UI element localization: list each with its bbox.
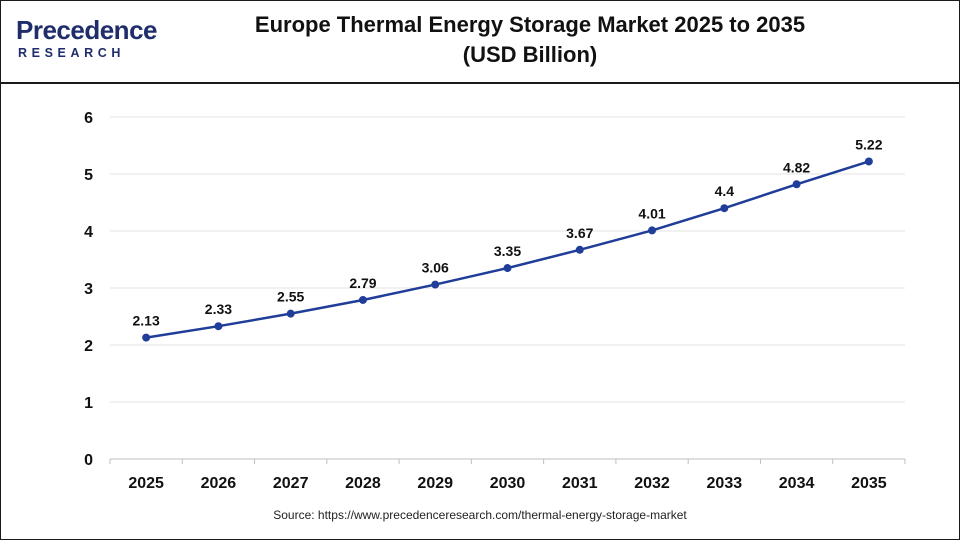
data-point <box>503 264 512 273</box>
logo-wordmark: Precedence <box>16 15 157 45</box>
data-label: 2.55 <box>277 289 304 305</box>
x-tick-label: 2032 <box>634 475 670 492</box>
data-label: 2.33 <box>205 301 232 317</box>
x-tick-label: 2030 <box>490 475 526 492</box>
header-divider <box>0 82 960 84</box>
data-point <box>575 245 584 254</box>
x-tick-label: 2026 <box>201 475 237 492</box>
x-tick-label: 2031 <box>562 475 598 492</box>
data-label: 3.35 <box>494 243 521 259</box>
data-label-layer: 2.13 2.33 2.55 2.79 3.06 3.35 3.67 4.01 4.4 4.82 5… <box>133 136 883 328</box>
x-tick-label: 2027 <box>273 475 309 492</box>
series-layer <box>142 157 873 342</box>
data-point <box>792 180 801 189</box>
y-tick-label: 5 <box>84 167 93 184</box>
x-tick-label: 2025 <box>128 475 164 492</box>
grid-layer <box>110 116 905 403</box>
data-point <box>720 204 729 213</box>
data-label: 2.13 <box>133 313 160 329</box>
logo-tagline: RESEARCH <box>18 46 125 60</box>
x-tick-label: 2035 <box>851 475 887 492</box>
chart-title-line-2: (USD Billion) <box>462 42 598 67</box>
data-point <box>648 226 657 235</box>
y-tick-label: 2 <box>84 338 93 355</box>
y-tick-label: 4 <box>84 224 93 241</box>
y-tick-label: 1 <box>84 395 93 412</box>
axis-layer: 0 1 2 3 4 5 6 2025 2026 2027 2028 2029 2030 2031 2032 2… <box>84 110 906 492</box>
line-chart: 0 1 2 3 4 5 6 2025 2026 2027 2028 2029 2030 2031 2032 2… <box>84 110 906 492</box>
x-tick-label: 2028 <box>345 475 381 492</box>
data-point <box>214 322 223 331</box>
y-tick-label: 3 <box>84 281 93 298</box>
data-label: 4.4 <box>715 183 735 199</box>
data-label: 3.67 <box>566 225 593 241</box>
data-point <box>864 157 873 166</box>
y-tick-label: 6 <box>84 110 93 127</box>
data-label: 3.06 <box>422 260 449 276</box>
data-point <box>358 295 367 304</box>
data-label: 4.01 <box>638 205 665 221</box>
x-tick-label: 2029 <box>417 475 453 492</box>
data-label: 2.79 <box>349 275 376 291</box>
data-point <box>286 309 295 318</box>
x-tick-label: 2034 <box>779 475 815 492</box>
data-label: 4.82 <box>783 159 810 175</box>
chart-title: Europe Thermal Energy Storage Market 202… <box>210 10 850 70</box>
chart-title-line-1: Europe Thermal Energy Storage Market 202… <box>254 12 806 37</box>
x-tick-label: 2033 <box>707 475 743 492</box>
logo: Precedence RESEARCH <box>16 14 166 64</box>
header: Precedence RESEARCH Europe Thermal Energ… <box>0 0 960 84</box>
source-note: Source: https://www.precedenceresearch.c… <box>273 508 687 522</box>
data-point <box>142 333 151 342</box>
data-point <box>431 280 440 289</box>
y-tick-label: 0 <box>84 452 93 469</box>
data-label: 5.22 <box>855 136 882 152</box>
